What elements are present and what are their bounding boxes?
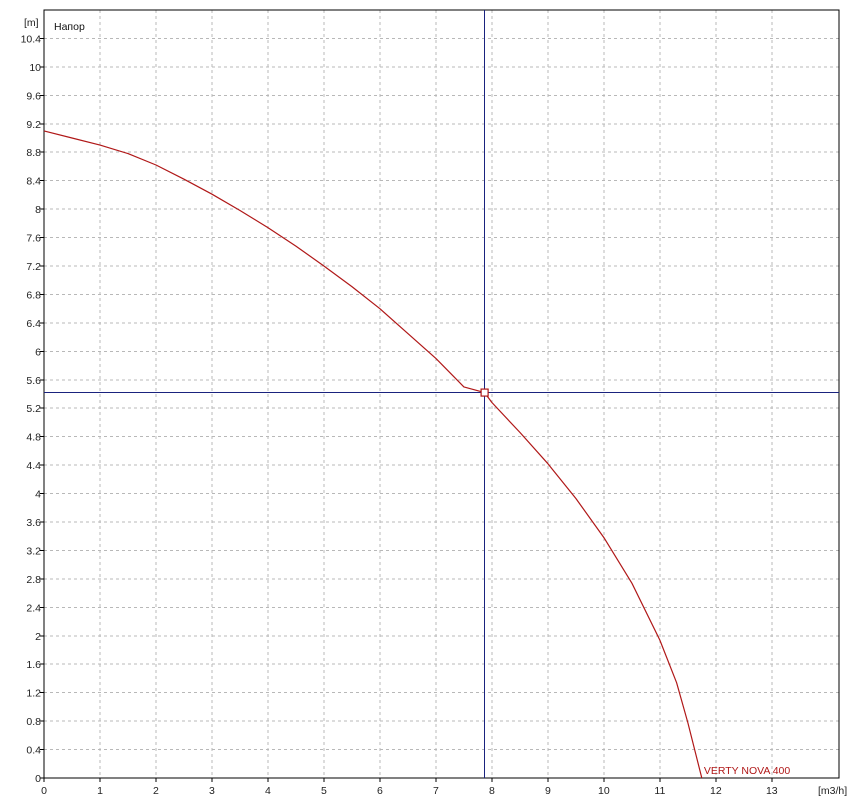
y-tick-label: 5.2 <box>26 403 41 415</box>
y-tick-label: 4.8 <box>26 432 41 444</box>
y-tick-label: 4 <box>35 489 41 501</box>
y-tick-label: 7.6 <box>26 233 41 245</box>
y-tick-label: 5.6 <box>26 375 41 387</box>
y-tick-label: 1.2 <box>26 688 41 700</box>
x-axis-unit: [m3/h] <box>818 785 847 797</box>
tick-labels: 0 1 2 3 4 5 6 7 8 9 10 11 12 1300.40.81.21.622.42.83.… <box>21 33 778 797</box>
y-tick-label: 1.6 <box>26 659 41 671</box>
crosshair[interactable] <box>44 10 839 778</box>
x-tick-label: 12 <box>710 785 722 797</box>
y-tick-label: 6.4 <box>26 318 41 330</box>
y-tick-label: 2 <box>35 631 41 643</box>
series-layer: VERTY NOVA 400 <box>43 130 791 779</box>
y-tick-label: 6 <box>35 346 41 358</box>
series-line <box>43 130 703 779</box>
y-tick-label: 3.2 <box>26 545 41 557</box>
y-tick-label: 0 <box>35 773 41 785</box>
x-tick-label: 11 <box>654 785 665 797</box>
y-tick-label: 3.6 <box>26 517 41 529</box>
y-tick-label: 7.2 <box>26 261 41 273</box>
x-tick-label: 13 <box>766 785 778 797</box>
x-tick-label: 8 <box>489 785 495 797</box>
y-tick-label: 0.8 <box>26 716 41 728</box>
y-tick-label: 4.4 <box>26 460 41 472</box>
y-tick-label: 8.4 <box>26 176 41 188</box>
y-tick-label: 6.8 <box>26 289 41 301</box>
x-tick-label: 6 <box>377 785 383 797</box>
y-tick-label: 9.6 <box>26 90 41 102</box>
y-tick-label: 9.2 <box>26 119 41 131</box>
y-tick-label: 8.8 <box>26 147 41 159</box>
y-tick-label: 8 <box>35 204 41 216</box>
x-tick-label: 0 <box>41 785 47 797</box>
x-tick-label: 7 <box>433 785 439 797</box>
x-tick-label: 5 <box>321 785 327 797</box>
x-tick-label: 2 <box>153 785 159 797</box>
series-label: VERTY NOVA 400 <box>704 765 791 777</box>
y-axis-unit: [m] <box>24 17 39 29</box>
y-tick-label: 2.8 <box>26 574 41 586</box>
y-tick-label: 0.4 <box>26 745 41 757</box>
axes <box>40 9 840 782</box>
chart-title: Напор <box>54 21 85 33</box>
operating-point-marker[interactable] <box>480 388 489 397</box>
x-tick-label: 10 <box>598 785 610 797</box>
plot-frame <box>43 9 840 779</box>
y-tick-label: 10 <box>29 62 41 74</box>
y-tick-label: 2.4 <box>26 602 41 614</box>
x-tick-label: 4 <box>265 785 271 797</box>
x-tick-label: 3 <box>209 785 215 797</box>
y-tick-label: 10.4 <box>21 33 42 45</box>
x-tick-label: 9 <box>545 785 551 797</box>
grid-lines <box>44 10 839 778</box>
x-tick-label: 1 <box>97 785 103 797</box>
